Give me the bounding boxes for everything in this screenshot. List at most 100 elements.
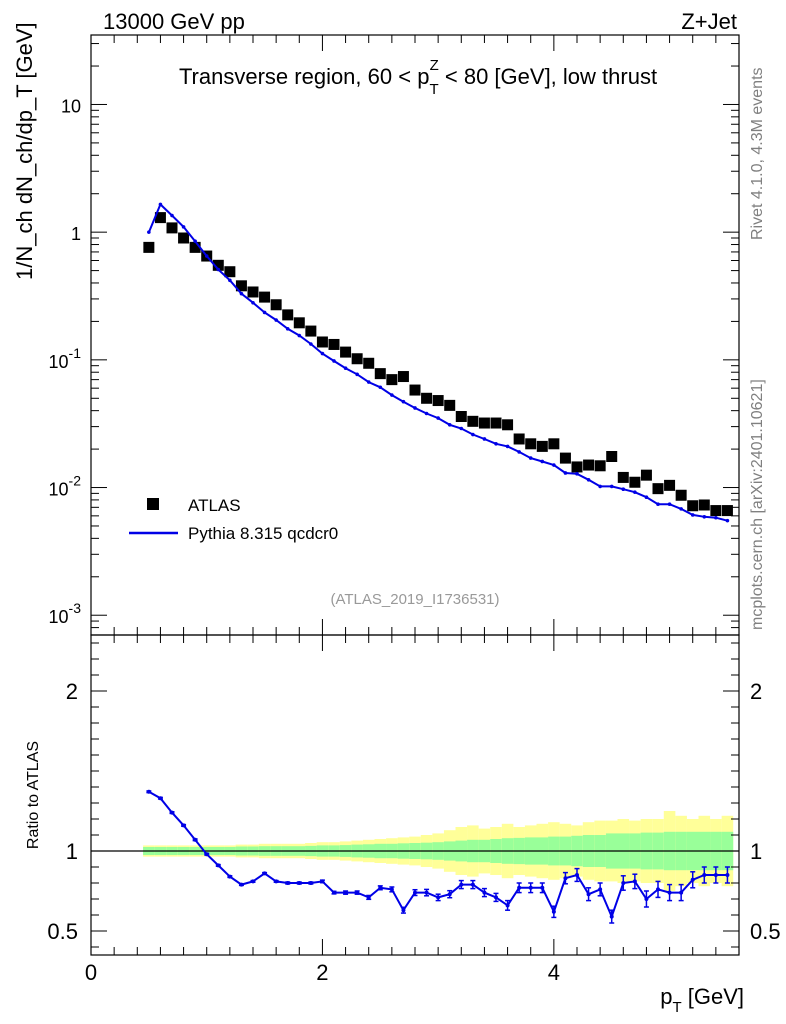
pythia-point <box>471 432 475 437</box>
ratio-point <box>644 897 649 901</box>
atlas-point <box>490 417 502 429</box>
atlas-point <box>189 241 201 253</box>
ratio-point <box>378 885 383 890</box>
ratio-point <box>494 895 498 900</box>
main-y-tick-label: 10-1 <box>49 345 82 372</box>
pythia-line <box>147 202 728 522</box>
ratio-point <box>320 879 325 884</box>
atlas-point <box>444 399 456 411</box>
ratio-point <box>343 890 348 895</box>
ratio-point <box>609 914 614 919</box>
pythia-point <box>644 495 649 500</box>
legend-atlas-label: ATLAS <box>188 496 241 515</box>
atlas-point <box>235 280 247 292</box>
ratio-point <box>146 789 151 794</box>
ratio-y-tick-label-left: 0.5 <box>47 919 78 944</box>
header-left: 13000 GeV pp <box>103 9 245 34</box>
pythia-point <box>586 477 591 482</box>
atlas-point <box>548 438 560 450</box>
pythia-point <box>343 366 348 371</box>
pythia-point <box>297 333 302 338</box>
pythia-point <box>656 502 660 507</box>
ratio-point <box>193 837 198 842</box>
ratio-y-tick-label-right: 1 <box>750 839 762 864</box>
atlas-point <box>571 461 583 473</box>
atlas-point <box>467 415 479 427</box>
ratio-point <box>563 876 568 881</box>
atlas-point <box>617 471 629 483</box>
atlas-point <box>386 374 398 386</box>
mcplots-label: mcplots.cern.ch [arXiv:2401.10621] <box>749 379 766 630</box>
ratio-y-tick-label-left: 1 <box>66 839 78 864</box>
pythia-point <box>459 426 464 431</box>
ratio-point <box>262 871 267 876</box>
ratio-point <box>575 873 579 877</box>
atlas-point <box>698 499 710 511</box>
atlas-point <box>305 325 317 337</box>
ratio-point <box>540 885 545 890</box>
pythia-point <box>436 416 440 420</box>
ratio-plot-frame <box>90 634 740 956</box>
pythia-point <box>667 502 672 507</box>
pythia-point <box>239 291 244 296</box>
atlas-point <box>270 299 282 311</box>
main-y-tick-label: 1 <box>71 224 81 244</box>
ratio-point <box>725 873 730 877</box>
atlas-point <box>652 483 664 495</box>
atlas-point <box>224 266 236 278</box>
ratio-point <box>679 890 684 895</box>
pythia-point <box>413 406 417 410</box>
pythia-point <box>320 351 325 356</box>
atlas-point <box>710 505 722 517</box>
atlas-point <box>316 336 328 348</box>
pythia-point <box>633 490 637 494</box>
atlas-point <box>606 451 618 463</box>
ratio-point <box>204 852 209 857</box>
pythia-point <box>274 318 278 322</box>
ratio-point <box>158 796 163 801</box>
ratio-point <box>355 890 360 895</box>
atlas-point <box>247 286 259 298</box>
ratio-point <box>713 873 718 877</box>
pythia-point <box>725 518 730 523</box>
x-tick-label: 2 <box>316 960 328 985</box>
pythia-point <box>193 239 197 243</box>
pythia-point <box>609 484 614 489</box>
ratio-y-axis-label: Ratio to ATLAS <box>25 741 42 849</box>
ratio-y-tick-label-right: 2 <box>750 679 762 704</box>
ratio-y-tick-label-right: 0.5 <box>750 919 781 944</box>
atlas-point <box>178 232 190 244</box>
pythia-point <box>424 411 429 416</box>
x-tick-label: 4 <box>548 960 560 985</box>
pythia-point <box>147 230 151 234</box>
main-plot-frame <box>90 34 740 636</box>
atlas-point <box>154 212 166 224</box>
ratio-point <box>621 881 626 885</box>
ratio-point <box>308 881 313 885</box>
atlas-point <box>166 222 178 234</box>
ratio-point <box>586 892 591 897</box>
ratio-point <box>436 895 441 900</box>
pythia-point <box>517 450 521 454</box>
ratio-point <box>470 882 475 887</box>
ratio-point <box>297 881 302 885</box>
pythia-point <box>563 471 568 475</box>
main-y-tick-label: 10-3 <box>49 600 82 627</box>
atlas-point <box>525 438 537 450</box>
ratio-point <box>216 863 221 868</box>
main-y-tick-label: 10-2 <box>49 473 82 500</box>
main-y-axis-label: 1/N_ch dN_ch/dp_T [GeV] <box>12 22 37 280</box>
ratio-point <box>239 882 244 887</box>
atlas-point <box>675 489 687 501</box>
legend-pythia-label: Pythia 8.315 qcdcr0 <box>188 524 338 543</box>
atlas-point <box>328 338 340 350</box>
atlas-point <box>513 433 525 445</box>
ratio-point <box>181 823 186 828</box>
atlas-point <box>687 500 699 512</box>
plot-title: Transverse region, 60 < pTZ < 80 [GeV], … <box>179 57 657 98</box>
pythia-point <box>228 278 232 283</box>
pythia-point <box>251 300 255 305</box>
ratio-point <box>285 881 290 885</box>
atlas-point <box>432 395 444 407</box>
atlas-point <box>594 460 606 472</box>
